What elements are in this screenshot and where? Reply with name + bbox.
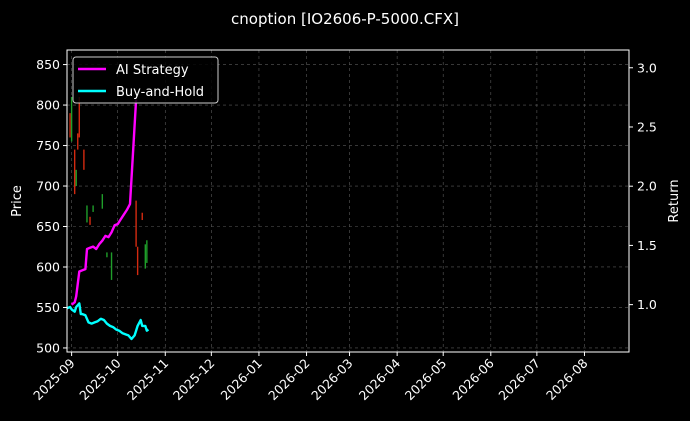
grid xyxy=(67,50,629,352)
plot-frame xyxy=(66,49,630,353)
y-right-tick-label: 3.0 xyxy=(637,60,657,75)
legend: AI Strategy Buy-and-Hold xyxy=(72,56,219,104)
y-right-tick-label: 2.5 xyxy=(637,119,657,134)
y-right-tick-label: 1.0 xyxy=(637,297,657,312)
y-right-tick-label: 1.5 xyxy=(637,238,657,253)
candlesticks xyxy=(69,96,148,280)
y-left-tick-label: 800 xyxy=(36,98,60,113)
legend-label-ai-strategy: AI Strategy xyxy=(116,63,189,78)
y-left-tick-label: 600 xyxy=(36,259,60,274)
y-left-tick-label: 550 xyxy=(36,300,60,315)
y-axis-right-label: Return xyxy=(667,179,682,222)
y-axis-right: 1.0 1.5 2.0 2.5 3.0 xyxy=(629,60,657,312)
series-line-buy-and-hold xyxy=(66,302,150,341)
chart-title: cnoption [IO2606-P-5000.CFX] xyxy=(231,10,459,28)
legend-box xyxy=(72,56,219,104)
legend-label-buy-and-hold: Buy-and-Hold xyxy=(116,85,204,100)
y-axis-left: 500 550 600 650 700 750 800 850 xyxy=(36,57,67,355)
y-left-tick-label: 650 xyxy=(36,219,60,234)
series-lines xyxy=(66,99,150,341)
y-left-tick-label: 700 xyxy=(36,179,60,194)
series-line-ai-strategy xyxy=(70,99,138,306)
y-left-tick-label: 750 xyxy=(36,138,60,153)
y-left-tick-label: 500 xyxy=(36,340,60,355)
y-left-tick-label: 850 xyxy=(36,57,60,72)
y-axis-left-label: Price xyxy=(10,185,25,217)
y-right-tick-label: 2.0 xyxy=(637,179,657,194)
